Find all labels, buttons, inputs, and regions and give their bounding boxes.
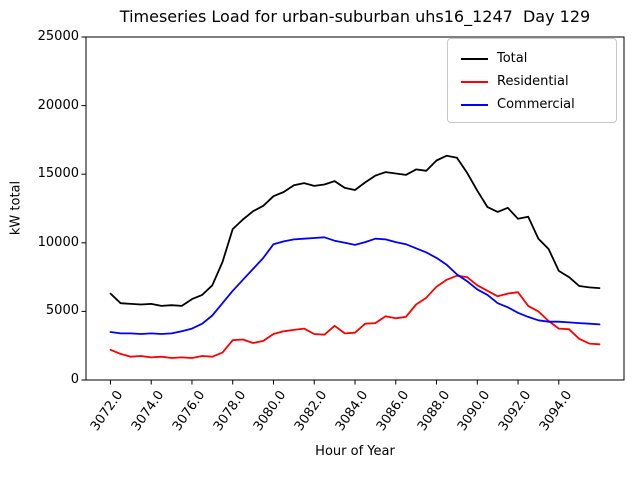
legend-item-total: Total [448, 47, 616, 70]
legend-item-commercial: Commercial [448, 93, 616, 116]
y-tick-label: 0 [70, 372, 79, 387]
y-tick-label: 15000 [37, 166, 79, 182]
y-tick-label: 5000 [45, 303, 79, 319]
legend-label-total: Total [497, 51, 528, 66]
legend-label-residential: Residential [497, 74, 569, 89]
chart-title: Timeseries Load for urban-suburban uhs16… [119, 7, 591, 26]
legend-swatch-commercial [461, 103, 488, 106]
y-axis-label: kW total [8, 180, 24, 236]
series-line-total [109, 154, 601, 307]
series-line-commercial [109, 236, 601, 335]
legend-item-residential: Residential [448, 70, 616, 93]
legend-swatch-total [461, 57, 488, 60]
y-tick-label: 10000 [37, 234, 79, 250]
legend: Total Residential Commercial [447, 38, 617, 123]
x-axis-label: Hour of Year [315, 444, 395, 459]
y-tick-label: 25000 [37, 29, 79, 44]
legend-label-commercial: Commercial [497, 97, 575, 112]
y-tick-label: 20000 [37, 97, 79, 113]
legend-swatch-residential [461, 80, 488, 83]
series-line-residential [109, 274, 601, 359]
